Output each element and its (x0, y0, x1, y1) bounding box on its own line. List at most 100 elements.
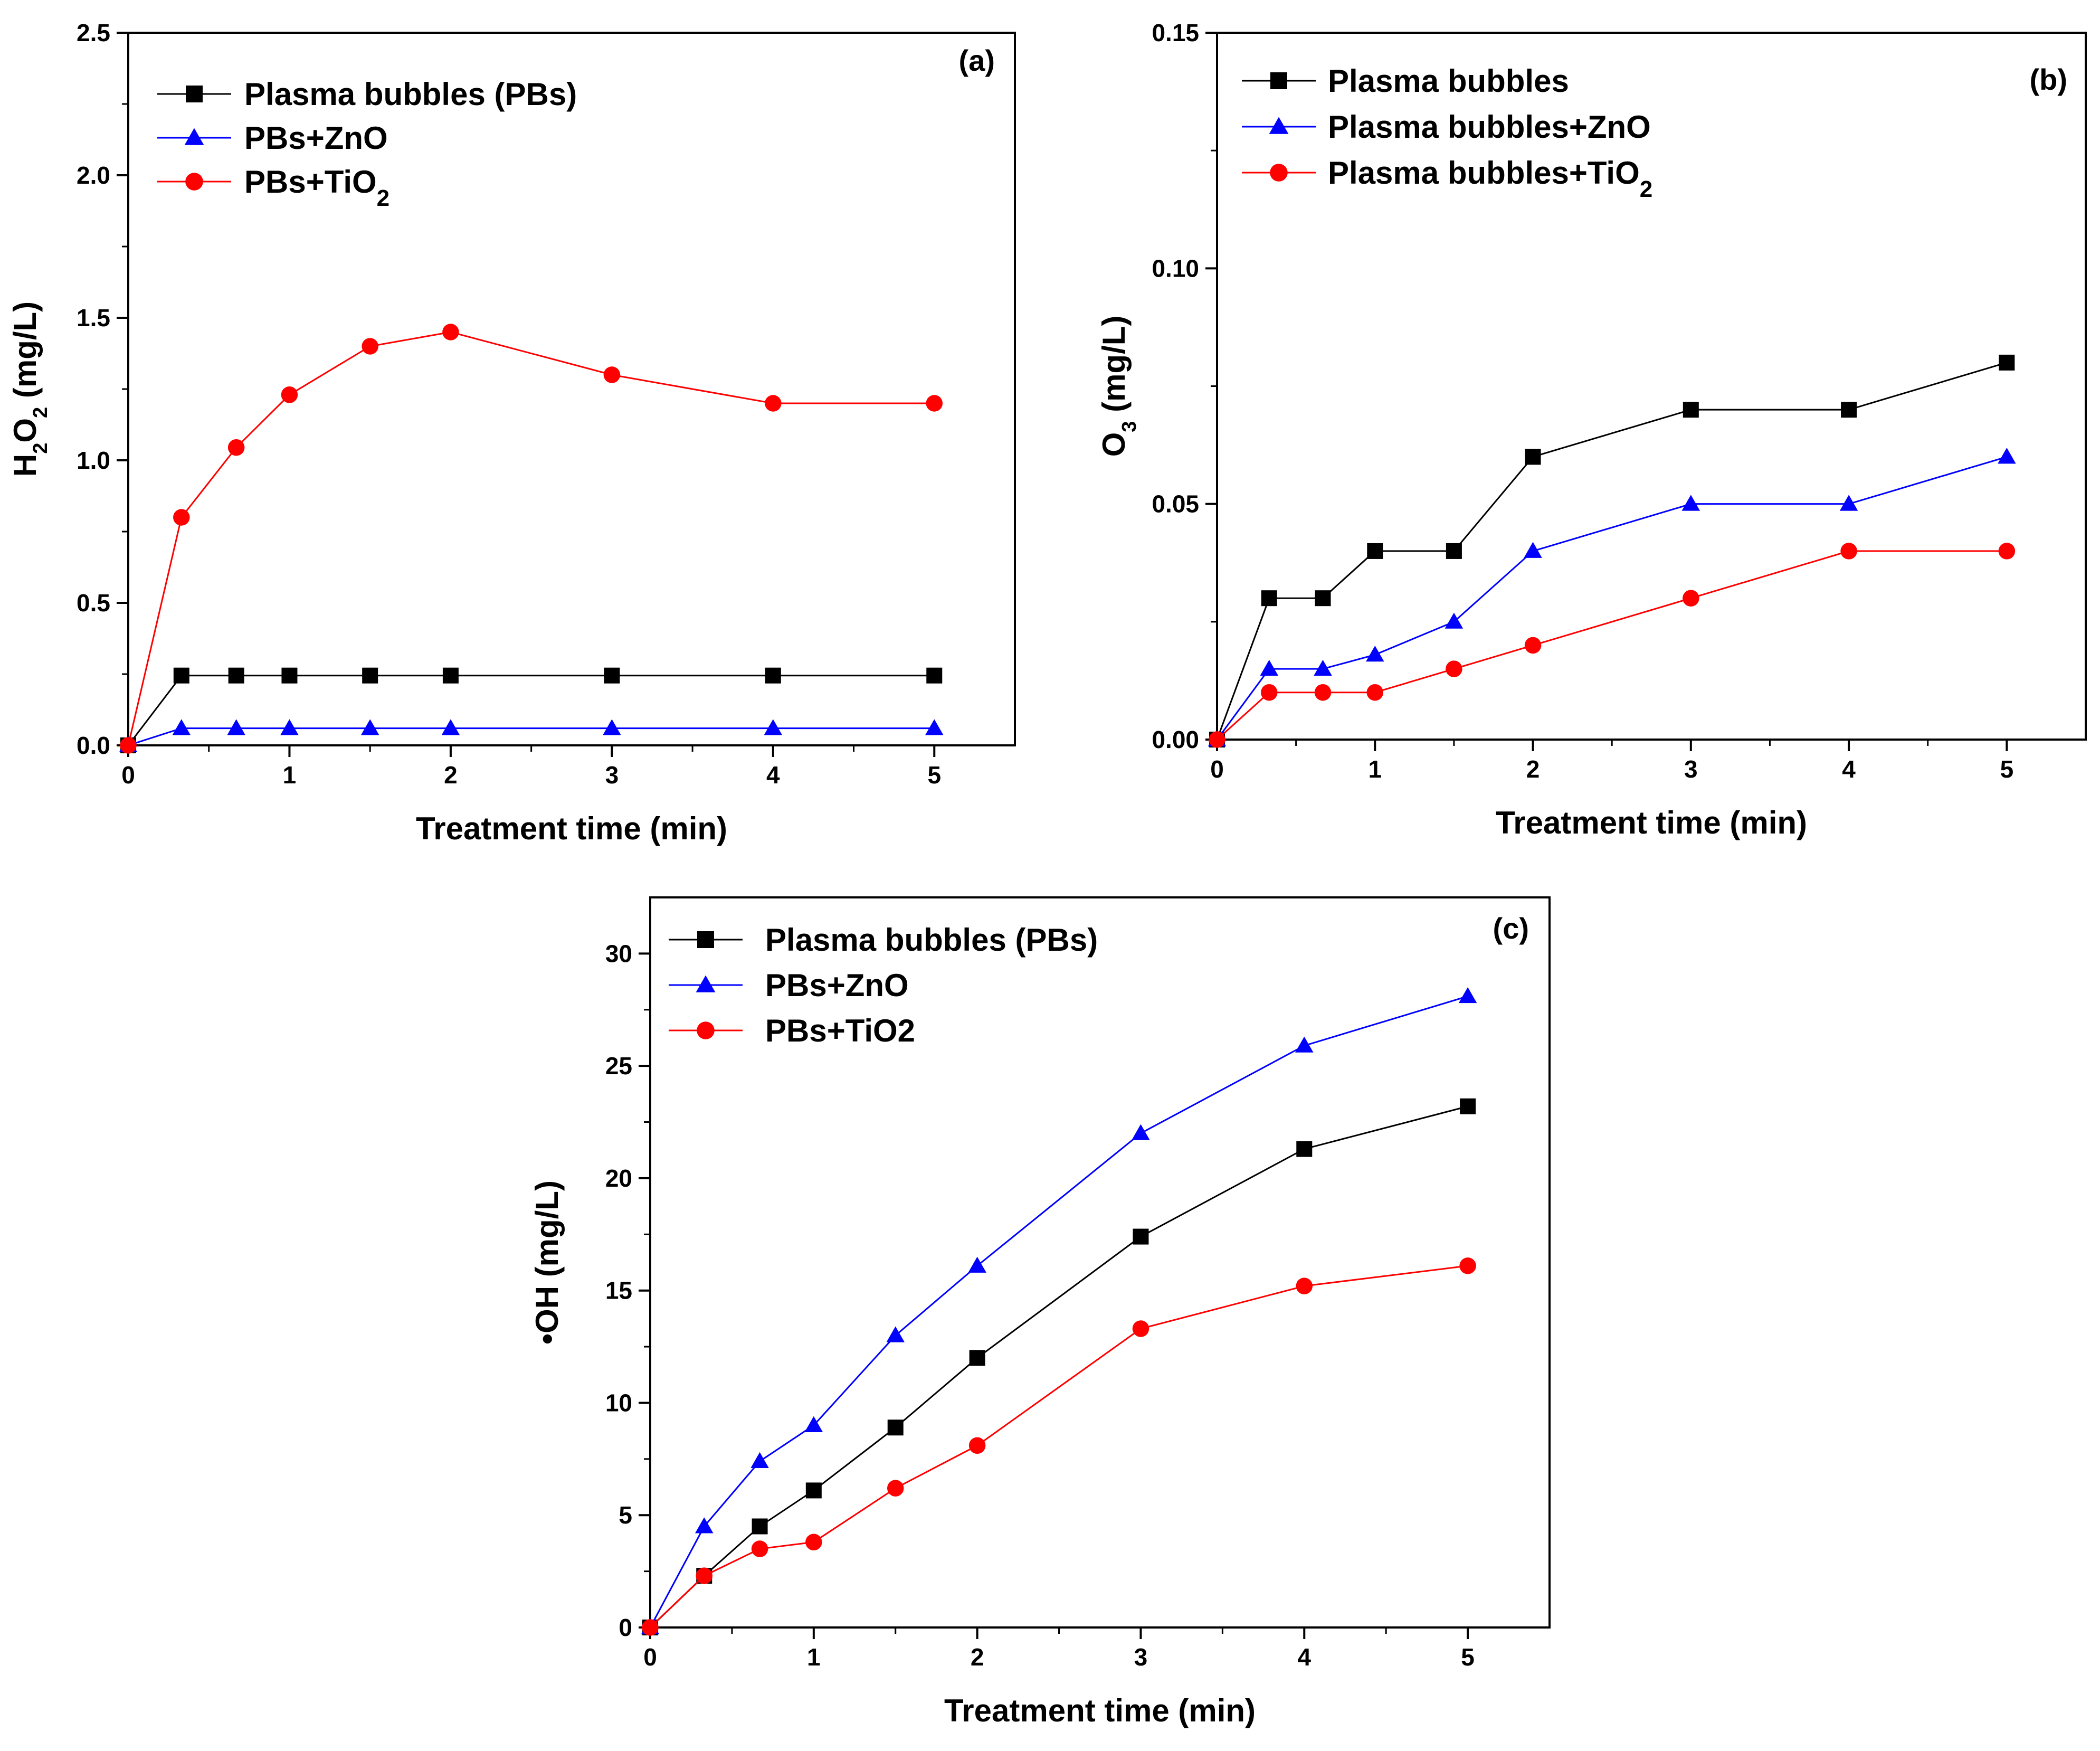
series-0 (642, 1098, 1476, 1635)
data-point-square (887, 1419, 904, 1436)
text-part: H (7, 454, 43, 477)
y-tick-label: 0.10 (1152, 254, 1199, 282)
data-point-triangle (804, 1416, 823, 1432)
data-point-triangle (360, 719, 379, 735)
data-point-triangle (1524, 542, 1542, 558)
data-point-circle (603, 366, 621, 383)
legend-label: Plasma bubbles (PBs) (765, 922, 1098, 958)
data-point-square (362, 667, 378, 684)
data-point-circle (1270, 164, 1288, 182)
text-part: 3 (1118, 421, 1141, 432)
series-line (127, 675, 935, 746)
data-point-square (186, 86, 203, 102)
legend-item: Plasma bubbles+TiO2 (1242, 155, 1652, 202)
series-line (128, 727, 935, 746)
legend-item: PBs+ZnO (669, 968, 909, 1003)
legend-label: PBs+ZnO (765, 968, 909, 1003)
series-0 (120, 667, 943, 753)
data-point-triangle (280, 719, 299, 735)
data-point-circle (120, 737, 137, 754)
data-point-triangle (750, 1452, 769, 1469)
y-tick-label: 30 (605, 940, 632, 967)
panel-label: (b) (2029, 63, 2067, 96)
x-tick-label: 0 (1210, 755, 1224, 783)
data-point-square (1999, 354, 2015, 371)
series-2 (642, 1257, 1476, 1636)
data-point-circle (968, 1437, 986, 1454)
x-tick-label: 1 (807, 1643, 821, 1671)
data-point-triangle (1998, 448, 2016, 464)
x-tick-label: 1 (1368, 755, 1382, 783)
data-point-triangle (1458, 987, 1477, 1004)
text-part: Plasma bubbles+ZnO (1328, 109, 1651, 145)
x-tick-label: 2 (1526, 755, 1540, 783)
data-point-circle (227, 439, 245, 456)
x-tick-label: 3 (1134, 1643, 1148, 1671)
series-1 (119, 719, 944, 752)
data-point-circle (765, 395, 782, 412)
y-tick-label: 10 (605, 1389, 632, 1416)
y-tick-label: 0.15 (1152, 19, 1199, 46)
legend-label: Plasma bubbles+TiO2 (1328, 155, 1652, 202)
data-point-square (442, 667, 459, 684)
data-point-square (1460, 1098, 1476, 1114)
x-tick-label: 4 (1297, 1643, 1311, 1671)
data-point-square (969, 1350, 985, 1366)
data-point-triangle (1314, 659, 1332, 676)
x-tick-label: 1 (283, 761, 297, 789)
data-point-circle (751, 1540, 768, 1557)
legend: Plasma bubbles (PBs) PBs+ZnO PBs+TiO2 (669, 922, 1098, 1048)
y-tick-label: 1.0 (77, 447, 110, 474)
x-axis-title: Treatment time (min) (1496, 805, 1807, 840)
data-point-triangle (172, 719, 191, 735)
legend-label: Plasma bubbles+ZnO (1328, 109, 1651, 145)
x-axis-title: Treatment time (min) (416, 811, 727, 846)
data-point-triangle (1681, 495, 1700, 511)
data-point-triangle (603, 719, 621, 735)
legend-label: Plasma bubbles (PBs) (244, 77, 577, 112)
data-point-triangle (696, 975, 716, 992)
data-point-triangle (1260, 659, 1279, 676)
data-point-square (1446, 543, 1462, 559)
y-tick-label: 20 (605, 1165, 632, 1192)
text-part: 2 (377, 185, 389, 211)
text-part: PBs+TiO2 (765, 1013, 915, 1048)
data-point-circle (1998, 543, 2016, 560)
text-part: Plasma bubbles (1328, 63, 1569, 99)
data-point-circle (642, 1619, 659, 1636)
data-point-circle (442, 324, 459, 340)
data-point-square (1525, 449, 1541, 465)
panel-label: (c) (1493, 912, 1529, 945)
data-point-triangle (227, 719, 245, 735)
text-part: (mg/L) (7, 301, 43, 407)
legend: Plasma bubbles (PBs) PBs+ZnO PBs+TiO2 (157, 77, 577, 211)
y-axis-title: H2O2 (mg/L) (7, 301, 52, 477)
legend-item: PBs+TiO2 (157, 164, 389, 211)
y-axis-title: •OH (mg/L) (529, 1180, 565, 1345)
legend: Plasma bubbles Plasma bubbles+ZnO Plasma b… (1242, 63, 1652, 202)
data-point-circle (1459, 1257, 1476, 1274)
series-1 (641, 987, 1477, 1634)
data-point-circle (1683, 590, 1699, 607)
x-tick-label: 0 (643, 1643, 657, 1671)
data-point-triangle (1132, 1124, 1150, 1140)
legend-item: Plasma bubbles+ZnO (1242, 109, 1651, 145)
text-part: O (1096, 432, 1132, 457)
y-tick-label: 0 (619, 1614, 632, 1641)
legend-label: PBs+TiO2 (765, 1013, 915, 1048)
data-point-square (1261, 590, 1277, 607)
x-tick-label: 5 (2000, 755, 2014, 783)
legend-item: Plasma bubbles (PBs) (669, 922, 1098, 958)
x-tick-label: 5 (927, 761, 941, 789)
x-tick-label: 2 (971, 1643, 984, 1671)
text-part: O (7, 418, 43, 443)
data-point-triangle (1295, 1036, 1314, 1053)
x-tick-label: 3 (605, 761, 619, 789)
chart-panel-a: 0 1 2 3 4 5 0.0 0.5 1.0 1.5 2.0 2.5 Treatment time (… (7, 19, 1016, 846)
data-point-square (1270, 72, 1287, 89)
x-tick-label: 3 (1684, 755, 1698, 783)
y-tick-label: 2.5 (77, 19, 110, 46)
y-tick-label: 15 (605, 1277, 632, 1304)
data-point-circle (1446, 660, 1462, 677)
text-part: PBs+TiO (244, 164, 377, 200)
